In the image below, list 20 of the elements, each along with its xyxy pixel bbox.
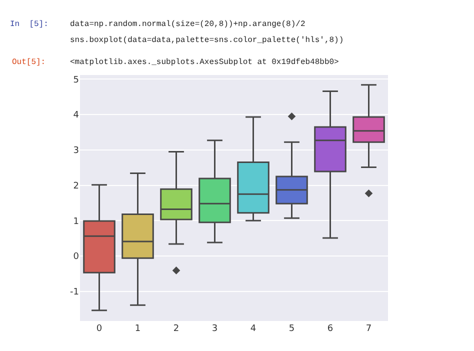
text: Out[5]: xyxy=(12,58,46,67)
x-tick-label: 0 xyxy=(96,324,102,334)
y-tick-label: 5 xyxy=(73,75,79,86)
y-tick-label: 1 xyxy=(73,216,79,227)
text: In [5]: xyxy=(10,20,48,29)
text: data=np.random.normal(size=(20,8))+np.arange(8)/2 xyxy=(70,20,306,29)
text: sns.boxplot(data=data,palette=sns.color_palette('hls',8)) xyxy=(70,36,344,45)
y-tick-label: 3 xyxy=(73,146,79,156)
y-tick-label: 0 xyxy=(73,252,80,262)
x-tick-label: 4 xyxy=(250,324,256,334)
text: <matplotlib.axes._subplots.AxesSubplot at 0x19dfeb48bb0> xyxy=(70,58,340,67)
x-tick-label: 5 xyxy=(288,324,295,334)
y-tick-label: 2 xyxy=(73,181,79,192)
x-tick-label: 1 xyxy=(134,324,141,334)
y-tick-label: -1 xyxy=(70,287,79,298)
x-tick-label: 7 xyxy=(366,324,372,334)
x-tick-label: 2 xyxy=(173,324,180,334)
y-tick-label: 4 xyxy=(73,110,80,121)
x-tick-label: 6 xyxy=(327,324,334,334)
x-tick-label: 3 xyxy=(212,324,218,334)
